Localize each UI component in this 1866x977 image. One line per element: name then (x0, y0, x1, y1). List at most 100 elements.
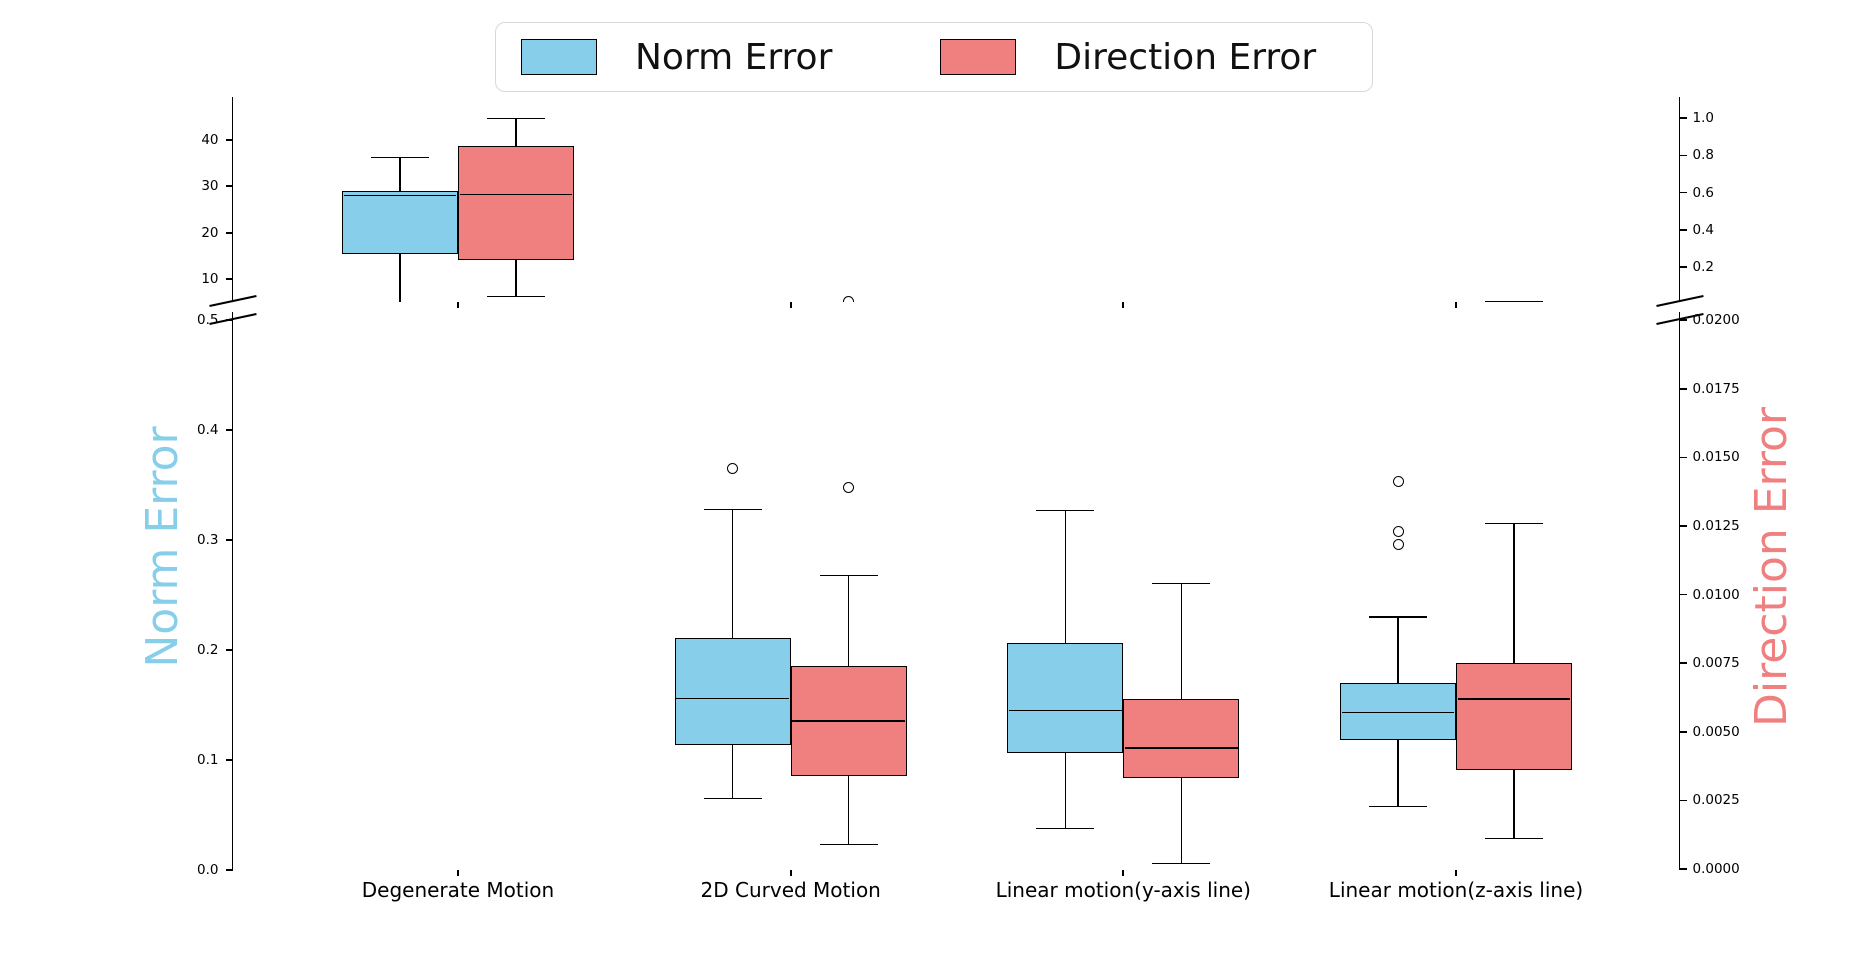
y-tick-left (225, 139, 233, 141)
legend-swatch-norm-error (521, 39, 597, 75)
y-tick-left (225, 429, 233, 431)
whisker-cap-upper (703, 508, 762, 510)
whisker-cap-lower (703, 797, 762, 800)
whisker-lower (848, 775, 850, 845)
median-line (459, 193, 573, 196)
whisker-cap-lower (819, 843, 878, 845)
y-tick-left (225, 278, 233, 280)
whisker-cap-lower (1485, 838, 1543, 840)
median-line (792, 720, 906, 722)
whisker-upper (732, 509, 734, 638)
y-tick-right (1679, 456, 1687, 459)
box-direction (1123, 698, 1240, 779)
x-tick-bottom-panel (1455, 870, 1457, 876)
outlier-circle (1392, 476, 1404, 488)
y-tick-label-left: 0.4 (197, 422, 219, 438)
whisker-cap-lower (1036, 827, 1095, 829)
y-tick-right (1679, 799, 1687, 802)
x-tick-bottom-panel (457, 870, 459, 876)
median-line (1008, 709, 1122, 712)
outlier-circle (1392, 538, 1404, 550)
outlier-circle (843, 482, 855, 494)
y-tick-label-left: 20 (201, 224, 219, 241)
box-norm (342, 190, 458, 254)
whisker-cap-upper (1485, 301, 1543, 302)
whisker-lower (1180, 778, 1182, 864)
y-tick-label-right: 1.0 (1692, 110, 1714, 127)
x-tick-top-panel (789, 302, 792, 308)
y-tick-left (225, 869, 233, 871)
box-norm (674, 637, 791, 745)
y-tick-right (1679, 662, 1687, 665)
y-tick-right (1679, 228, 1687, 231)
x-tick-bottom-panel (1122, 870, 1125, 876)
x-category-label: Linear motion(z-axis line) (1328, 878, 1584, 902)
whisker-upper (1397, 617, 1399, 683)
y-tick-right (1679, 266, 1687, 268)
legend: Norm Error Direction Error (495, 22, 1373, 92)
y-tick-label-left: 0.0 (197, 862, 219, 878)
y-tick-label-right: 0.0200 (1692, 312, 1740, 329)
y-tick-label-left: 0.3 (197, 532, 219, 548)
y-tick-right (1679, 868, 1687, 870)
legend-label-norm-error: Norm Error (635, 36, 833, 78)
whisker-cap-upper (371, 156, 429, 159)
box-direction (1456, 663, 1572, 771)
whisker-cap-upper (1485, 522, 1543, 524)
y-tick-right (1679, 730, 1687, 733)
x-category-label: Degenerate Motion (361, 878, 555, 902)
median-line (1124, 747, 1238, 750)
y-tick-label-right: 0.0100 (1692, 586, 1740, 603)
box-norm (1340, 683, 1456, 741)
whisker-upper (848, 575, 850, 666)
whisker-lower (399, 253, 401, 302)
y-tick-label-left: 0.2 (197, 642, 219, 658)
whisker-cap-upper (1152, 582, 1211, 585)
y-tick-right (1679, 319, 1687, 322)
y-tick-label-right: 0.0175 (1692, 380, 1740, 397)
whisker-upper (1064, 510, 1066, 644)
y-axis-spine-right-top (1678, 97, 1681, 302)
whisker-lower (1397, 740, 1399, 807)
outlier-circle (727, 463, 739, 474)
y-axis-title-direction-error: Direction Error (1746, 407, 1797, 728)
x-tick-bottom-panel (789, 870, 792, 876)
whisker-upper (1180, 583, 1182, 699)
x-category-label: 2D Curved Motion (700, 878, 881, 902)
y-tick-right (1679, 191, 1687, 194)
x-tick-top-panel (457, 302, 459, 308)
box-direction (458, 146, 574, 260)
whisker-cap-lower (487, 296, 545, 298)
y-tick-right (1679, 117, 1687, 120)
median-line (1341, 711, 1455, 714)
y-tick-right (1679, 154, 1687, 157)
y-tick-left (225, 539, 233, 541)
whisker-lower (515, 259, 517, 297)
box-norm (1007, 643, 1124, 754)
y-tick-left (225, 759, 233, 761)
outlier-circle (1392, 525, 1404, 537)
y-tick-label-left: 0.5 (197, 312, 219, 328)
whisker-upper (515, 118, 517, 147)
x-tick-top-panel (1455, 302, 1457, 308)
y-tick-label-right: 0.0150 (1692, 449, 1740, 466)
y-tick-left (225, 231, 233, 234)
y-axis-spine-left-top (231, 97, 234, 302)
whisker-cap-lower (1369, 805, 1427, 807)
y-tick-label-left: 10 (201, 270, 219, 287)
whisker-upper (1513, 523, 1515, 664)
whisker-lower (732, 744, 734, 799)
y-axis-spine-left-bottom (231, 312, 234, 870)
x-tick-top-panel (1122, 302, 1125, 308)
y-tick-label-left: 30 (201, 178, 219, 195)
y-tick-label-right: 0.8 (1692, 147, 1714, 164)
y-tick-label-right: 0.4 (1692, 221, 1714, 238)
x-category-label: Linear motion(y-axis line) (995, 878, 1251, 902)
y-tick-label-right: 0.6 (1692, 184, 1714, 201)
whisker-lower (1513, 770, 1515, 839)
whisker-cap-lower (1152, 862, 1211, 865)
y-axis-spine-right-bottom (1678, 312, 1681, 870)
y-tick-right (1679, 525, 1687, 527)
legend-swatch-direction-error (940, 39, 1017, 75)
